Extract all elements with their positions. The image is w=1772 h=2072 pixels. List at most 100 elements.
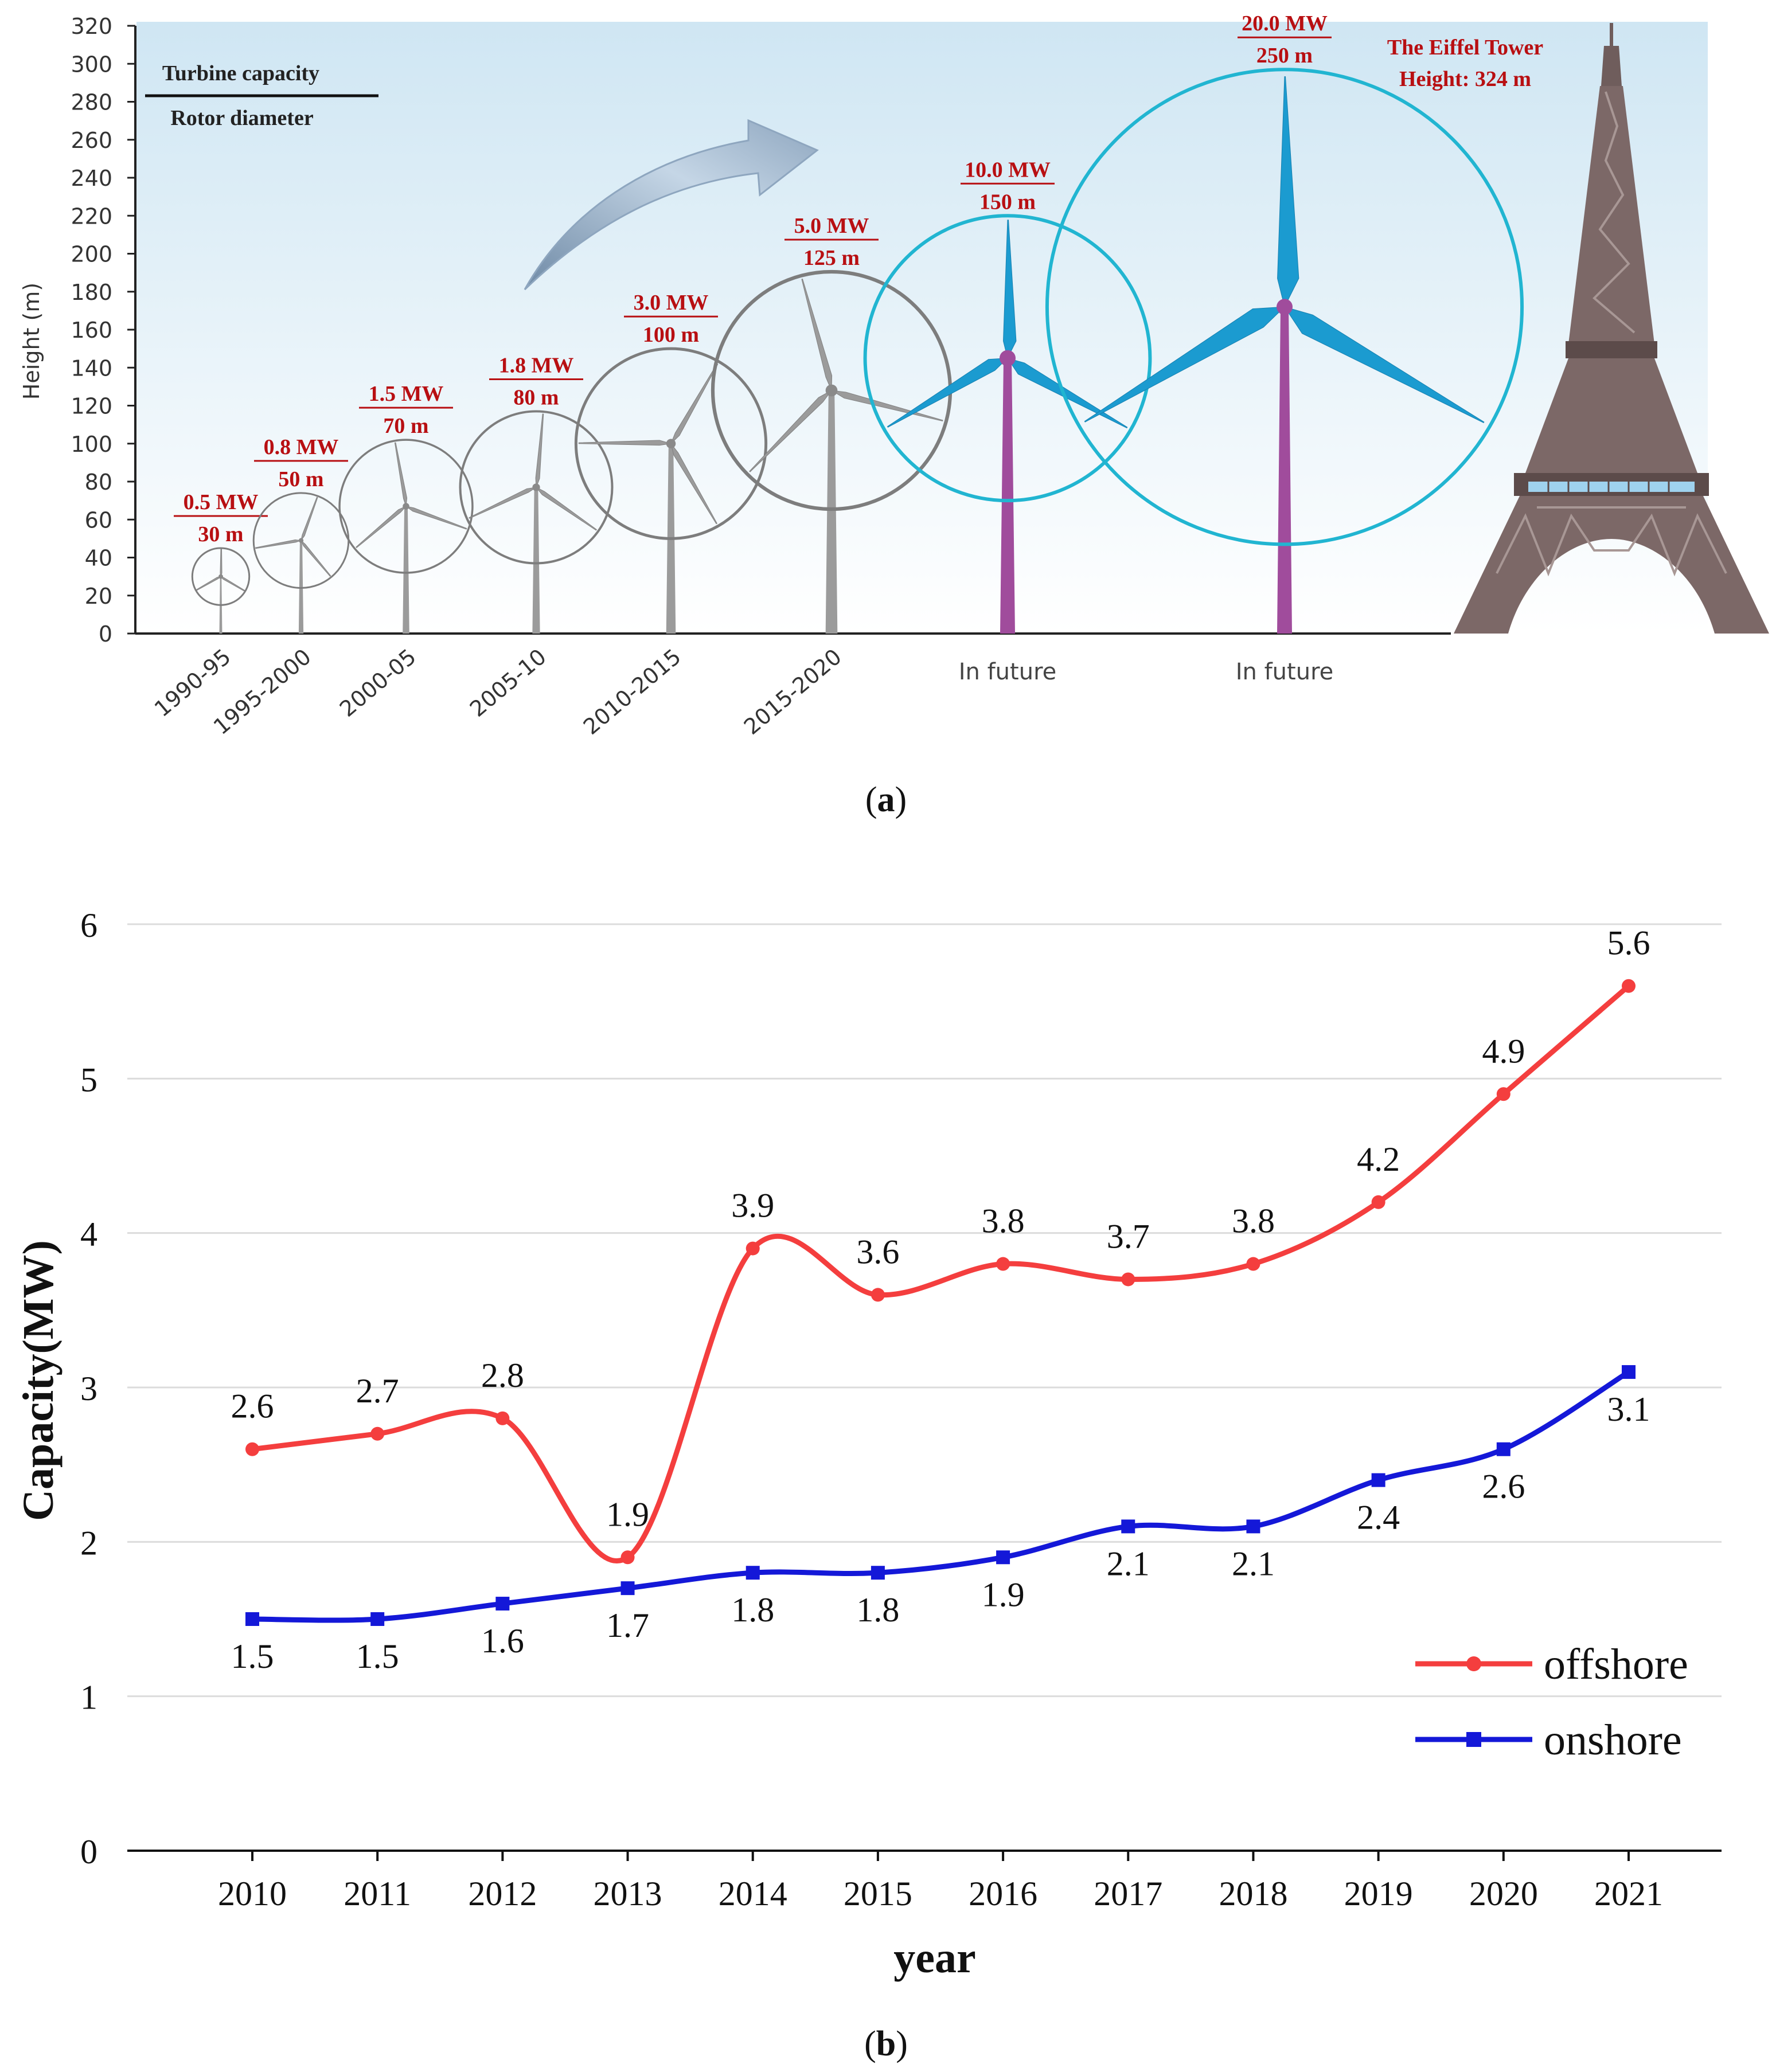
onshore-value-label: 3.1	[1607, 1390, 1650, 1428]
onshore-point	[746, 1566, 760, 1580]
turbine-diameter-label: 30 m	[198, 522, 243, 546]
panel-a-y-tick-label: 80	[85, 470, 112, 495]
offshore-point	[746, 1241, 760, 1256]
turbine-blade	[394, 442, 408, 507]
panel-a-turbine-size-diagram: 0 20 40 60 80 100 120 140 160 180 200 220 240 260 280 3…	[19, 11, 1769, 740]
rotor-circle	[863, 214, 1152, 503]
panel-a-y-tick-label: 220	[71, 204, 112, 229]
offshore-point	[1496, 1087, 1511, 1101]
offshore-point	[245, 1442, 259, 1456]
onshore-point	[1246, 1519, 1260, 1534]
turbine-blade	[220, 548, 223, 577]
turbine-blade	[536, 487, 597, 531]
panel-a-y-tick-label: 0	[99, 621, 112, 647]
panel-a-y-tick-label: 260	[71, 128, 112, 153]
turbine-diameter-label: 100 m	[643, 323, 699, 347]
turbine-blade	[300, 497, 318, 541]
panel-b-capacity-line-chart: 0 1 2 3 4 5 6 2010 2011 2012 2013 2014 2015 2016 2017 2…	[14, 906, 1722, 1982]
onshore-value-label: 1.8	[856, 1591, 899, 1629]
rotor-circle	[1045, 68, 1524, 546]
turbine-hub	[218, 574, 223, 579]
offshore-value-label: 3.8	[982, 1202, 1025, 1240]
turbine-blade	[196, 576, 221, 591]
panel-b-x-tick-label: 2014	[719, 1875, 787, 1913]
turbine-7: 10.0 MW 150 m	[863, 158, 1152, 634]
panel-b-x-tick-label: 2021	[1594, 1875, 1663, 1913]
panel-b-x-tick-label: 2012	[468, 1875, 537, 1913]
turbine-blade	[1084, 306, 1286, 423]
growth-arrow-icon	[524, 119, 819, 291]
onshore-value-label: 1.9	[982, 1575, 1025, 1613]
onshore-value-label: 1.5	[231, 1637, 274, 1675]
turbine-blade	[578, 440, 672, 446]
turbine-capacity-label: 0.8 MW	[264, 435, 339, 459]
turbine-blade	[255, 539, 302, 549]
offshore-point	[996, 1257, 1010, 1271]
turbine-blade	[535, 413, 544, 488]
panel-a-y-axis-label: Height (m)	[19, 283, 44, 400]
turbine-capacity-label: 1.8 MW	[499, 353, 574, 377]
panel-a-y-tick-label: 180	[71, 280, 112, 305]
onshore-value-label: 1.5	[356, 1637, 399, 1675]
offshore-value-label: 2.7	[356, 1372, 399, 1410]
turbine-hub	[825, 384, 838, 397]
legend-onshore-marker	[1466, 1732, 1481, 1747]
panel-a-y-tick-label: 60	[85, 507, 112, 533]
turbine-capacity-label: 10.0 MW	[965, 158, 1051, 182]
turbine-group: 0.5 MW 30 m 0.8 MW 50 m 1.5 MW 70 m 1.8 MW 80 m…	[174, 11, 1524, 634]
turbine-diameter-label: 250 m	[1256, 44, 1313, 68]
onshore-value-label: 2.1	[1107, 1545, 1150, 1582]
legend-rotor-diameter: Rotor diameter	[170, 106, 314, 130]
offshore-point	[871, 1288, 885, 1302]
turbine-blade	[801, 279, 833, 391]
turbine-diameter-label: 50 m	[278, 467, 323, 491]
rotor-circle	[459, 410, 614, 565]
turbine-capacity-label: 5.0 MW	[794, 214, 869, 238]
panel-a-y-axis: 0 20 40 60 80 100 120 140 160 180 200 220 240 260 280 3…	[71, 14, 1451, 647]
turbine-tower	[532, 487, 540, 634]
panel-a-y-tick-label: 320	[71, 14, 112, 39]
period-label: 2015-2020	[739, 644, 846, 740]
turbine-blade	[1283, 306, 1485, 424]
turbine-hub	[532, 483, 540, 491]
panel-a-y-tick-label: 160	[71, 318, 112, 343]
offshore-value-label: 1.9	[606, 1495, 649, 1533]
panel-b-y-tick-label: 3	[80, 1370, 97, 1408]
turbine-blade	[749, 390, 832, 472]
turbine-blade	[1277, 76, 1299, 308]
offshore-value-label: 2.6	[231, 1387, 274, 1425]
onshore-point	[1121, 1519, 1135, 1534]
onshore-point	[996, 1550, 1010, 1565]
turbine-3: 1.5 MW 70 m	[338, 382, 474, 634]
offshore-point	[1246, 1257, 1260, 1271]
period-label: 2010-2015	[579, 644, 686, 740]
onshore-value-label: 1.6	[481, 1622, 524, 1660]
offshore-value-label: 3.6	[856, 1233, 899, 1270]
turbine-blade	[1006, 357, 1128, 429]
panel-b-gridlines	[127, 923, 1722, 1698]
offshore-value-label: 2.8	[481, 1356, 524, 1394]
onshore-point	[370, 1612, 385, 1626]
panel-b-legend: offshore onshore	[1415, 1640, 1688, 1764]
onshore-point	[495, 1597, 510, 1611]
turbine-blade	[670, 443, 718, 525]
period-label: In future	[959, 659, 1057, 685]
offshore-point	[620, 1550, 635, 1565]
turbine-6: 5.0 MW 125 m	[711, 214, 953, 634]
offshore-value-label: 4.9	[1482, 1032, 1525, 1070]
panel-b-x-tick-label: 2016	[969, 1875, 1037, 1913]
panel-a-y-tick-label: 240	[71, 166, 112, 191]
turbine-hub	[403, 503, 409, 510]
onshore-point	[1496, 1442, 1511, 1456]
turbine-capacity-label: 0.5 MW	[184, 490, 259, 514]
panel-a-y-tick-label: 40	[85, 546, 112, 571]
legend-turbine-capacity: Turbine capacity	[162, 61, 319, 85]
legend-box: Turbine capacity Rotor diameter	[145, 61, 378, 130]
panel-a-y-tick-label: 200	[71, 242, 112, 267]
panel-b-y-axis-label: Capacity(MW)	[14, 1240, 63, 1521]
turbine-blade	[300, 540, 331, 577]
panel-b-y-tick-label: 5	[80, 1061, 97, 1098]
onshore-point	[1622, 1365, 1636, 1379]
